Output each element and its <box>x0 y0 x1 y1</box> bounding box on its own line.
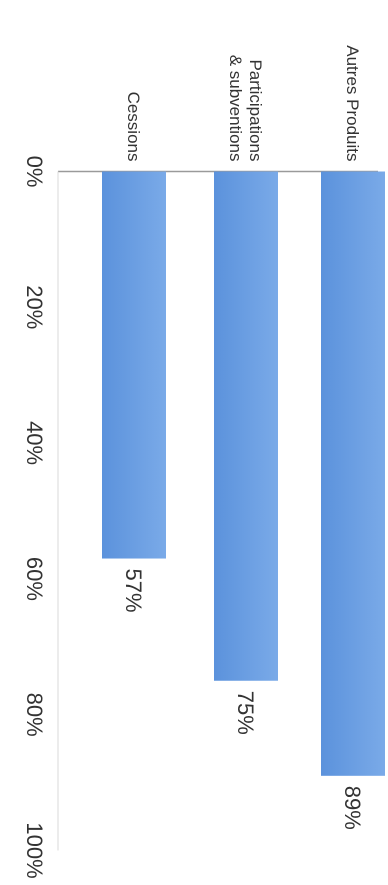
category-label: Cessions <box>124 91 143 161</box>
x-tick-label: 0% <box>22 155 47 187</box>
x-tick-label: 60% <box>22 556 47 600</box>
x-tick-label: 40% <box>22 421 47 465</box>
bar-value-label: 89% <box>340 785 365 829</box>
x-tick-label: 80% <box>22 692 47 736</box>
bar-3 <box>102 171 166 559</box>
bar-2 <box>214 171 278 681</box>
bar-1 <box>321 171 385 776</box>
bar-value-label: 57% <box>121 568 146 612</box>
x-tick-label: 20% <box>22 285 47 329</box>
bar-value-label: 75% <box>233 690 258 734</box>
category-label: Participations& subventions <box>226 54 265 161</box>
category-label: Autres Produits <box>343 45 362 161</box>
x-tick-label: 100% <box>22 822 47 878</box>
